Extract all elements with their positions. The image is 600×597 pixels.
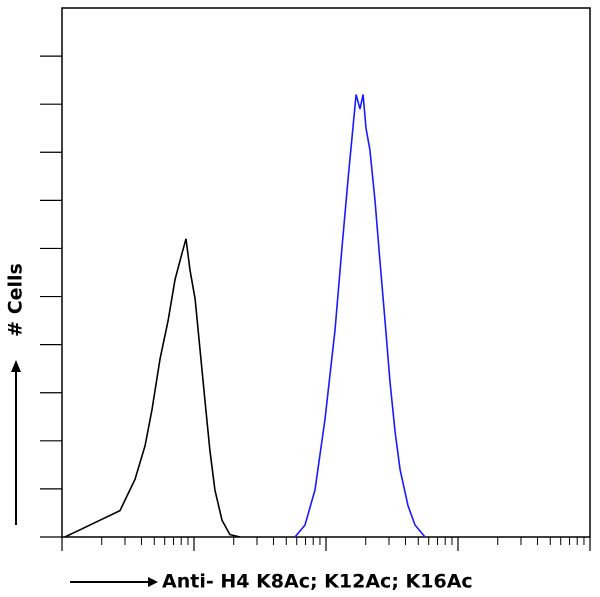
series-line [64,238,241,538]
series-line [294,94,426,538]
x-axis-label: Anti- H4 K8Ac; K12Ac; K16Ac [162,571,473,593]
x-arrow-head [148,577,158,587]
y-axis-label: # Cells [5,263,27,337]
y-arrow-head [11,360,21,372]
